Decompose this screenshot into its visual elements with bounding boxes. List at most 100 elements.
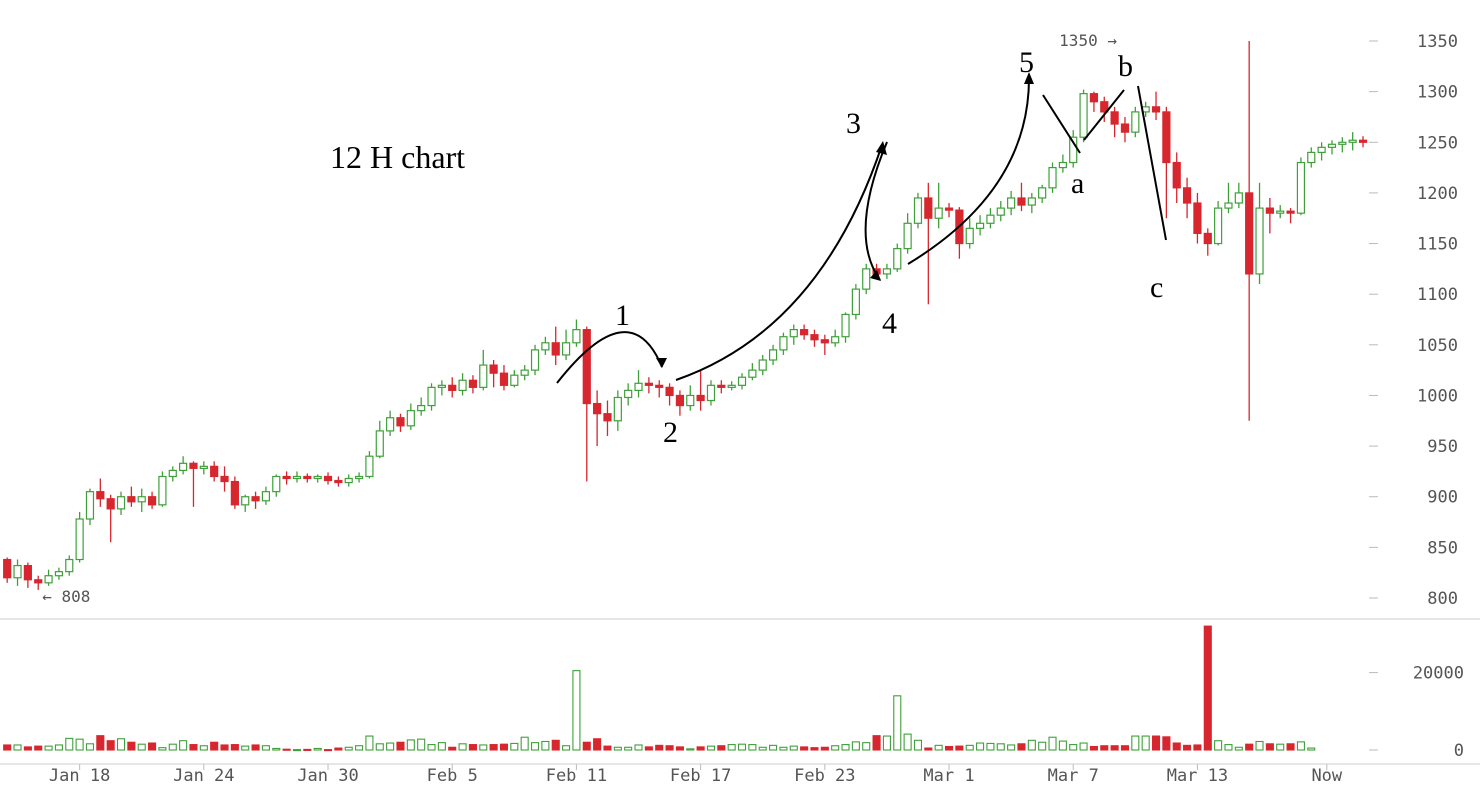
volume-bar bbox=[292, 749, 302, 752]
volume-bar bbox=[189, 744, 198, 751]
wave-label-c: c bbox=[1150, 271, 1163, 304]
candle bbox=[334, 476, 343, 487]
candle-body bbox=[634, 382, 643, 391]
volume-bar bbox=[1058, 740, 1067, 751]
volume-bar bbox=[862, 742, 871, 751]
volume-bar bbox=[882, 735, 891, 751]
candle bbox=[1307, 147, 1316, 168]
candle-body bbox=[282, 475, 291, 480]
candle-body bbox=[1172, 161, 1181, 189]
volume-bar bbox=[23, 746, 32, 751]
candle-body bbox=[137, 496, 146, 503]
volume-bar bbox=[624, 746, 633, 751]
price-tick-label: 1350 bbox=[1417, 32, 1458, 52]
candle bbox=[1110, 106, 1119, 138]
candle bbox=[1255, 182, 1264, 285]
x-tick-label: Feb 23 bbox=[794, 766, 855, 786]
volume-bar bbox=[820, 746, 829, 751]
volume-bar bbox=[1193, 744, 1202, 751]
candle-body bbox=[841, 313, 850, 338]
candle bbox=[934, 182, 943, 229]
x-tick-label: Mar 1 bbox=[923, 766, 974, 786]
volume-bar bbox=[644, 746, 653, 751]
candle bbox=[572, 319, 581, 347]
candle-body bbox=[768, 349, 778, 361]
candle bbox=[624, 383, 633, 406]
price-tick-label: 1300 bbox=[1417, 83, 1458, 103]
candle-body bbox=[23, 564, 32, 581]
candle-body bbox=[675, 394, 685, 407]
candle-body bbox=[365, 455, 374, 478]
wave-b-to-c-line bbox=[1137, 85, 1167, 241]
candle-body bbox=[106, 498, 115, 510]
volume-bar bbox=[520, 736, 529, 751]
candle bbox=[686, 385, 695, 411]
volume-bar bbox=[44, 745, 53, 751]
candle-body bbox=[427, 386, 436, 407]
candle-body bbox=[448, 384, 457, 391]
candle bbox=[1265, 197, 1274, 234]
volume-bar bbox=[427, 744, 436, 751]
volume-bar bbox=[986, 742, 995, 751]
candle bbox=[1089, 91, 1099, 112]
volume-bar bbox=[1089, 745, 1098, 751]
candle-body bbox=[386, 417, 395, 432]
volume-bar bbox=[241, 745, 250, 751]
candle bbox=[1234, 182, 1243, 209]
candle bbox=[717, 380, 726, 394]
candle bbox=[1007, 190, 1016, 216]
candle-body bbox=[1348, 139, 1357, 143]
candle-body bbox=[696, 394, 705, 402]
volume-bar bbox=[696, 746, 705, 751]
price-tick-label: 1250 bbox=[1417, 133, 1458, 153]
candle bbox=[106, 494, 115, 543]
candle-body bbox=[624, 389, 633, 399]
volume-bar bbox=[1296, 741, 1305, 751]
wave-label-a: a bbox=[1071, 167, 1084, 200]
volume-bar bbox=[479, 744, 488, 751]
x-tick-label: Mar 13 bbox=[1167, 766, 1228, 786]
candle bbox=[1131, 106, 1140, 138]
candle bbox=[1069, 130, 1078, 168]
candle-body bbox=[479, 364, 488, 388]
candle bbox=[44, 569, 53, 586]
arrow-head-1 bbox=[656, 358, 667, 368]
candle-body bbox=[1307, 151, 1316, 164]
candle-body bbox=[1017, 197, 1026, 206]
volume-bar bbox=[1203, 625, 1212, 751]
wave-arrow-heads bbox=[656, 72, 1034, 368]
volume-bar bbox=[1141, 735, 1150, 751]
candle-body bbox=[748, 369, 757, 378]
volume-bar bbox=[75, 738, 84, 751]
candle-body bbox=[272, 475, 281, 493]
volume-bar bbox=[593, 738, 602, 751]
candle bbox=[706, 380, 716, 406]
candle-body bbox=[944, 207, 954, 211]
candle-body bbox=[593, 402, 602, 415]
candle-body bbox=[437, 384, 446, 388]
candle bbox=[210, 461, 219, 482]
candle-body bbox=[706, 384, 716, 402]
volume-bar bbox=[1234, 746, 1243, 751]
candle-body bbox=[96, 491, 105, 500]
candle-body bbox=[644, 382, 653, 386]
candle-body bbox=[230, 480, 239, 506]
candle-body bbox=[831, 336, 840, 344]
volume-bar bbox=[323, 749, 333, 752]
arrow-head-4 bbox=[870, 270, 881, 281]
volume-bar bbox=[872, 735, 881, 751]
volume-bar bbox=[1038, 741, 1047, 751]
volume-bar bbox=[831, 745, 840, 751]
candle-body bbox=[1214, 207, 1223, 245]
candle-body bbox=[996, 207, 1005, 216]
candle bbox=[768, 344, 778, 366]
candle bbox=[675, 390, 685, 416]
candle-body bbox=[85, 491, 95, 520]
candle bbox=[1017, 182, 1026, 212]
candle bbox=[354, 472, 364, 483]
candle-body bbox=[65, 558, 74, 573]
candle bbox=[1027, 192, 1036, 214]
volume-bar bbox=[1079, 742, 1088, 751]
candle-body bbox=[1255, 207, 1264, 275]
candle-body bbox=[520, 369, 529, 376]
